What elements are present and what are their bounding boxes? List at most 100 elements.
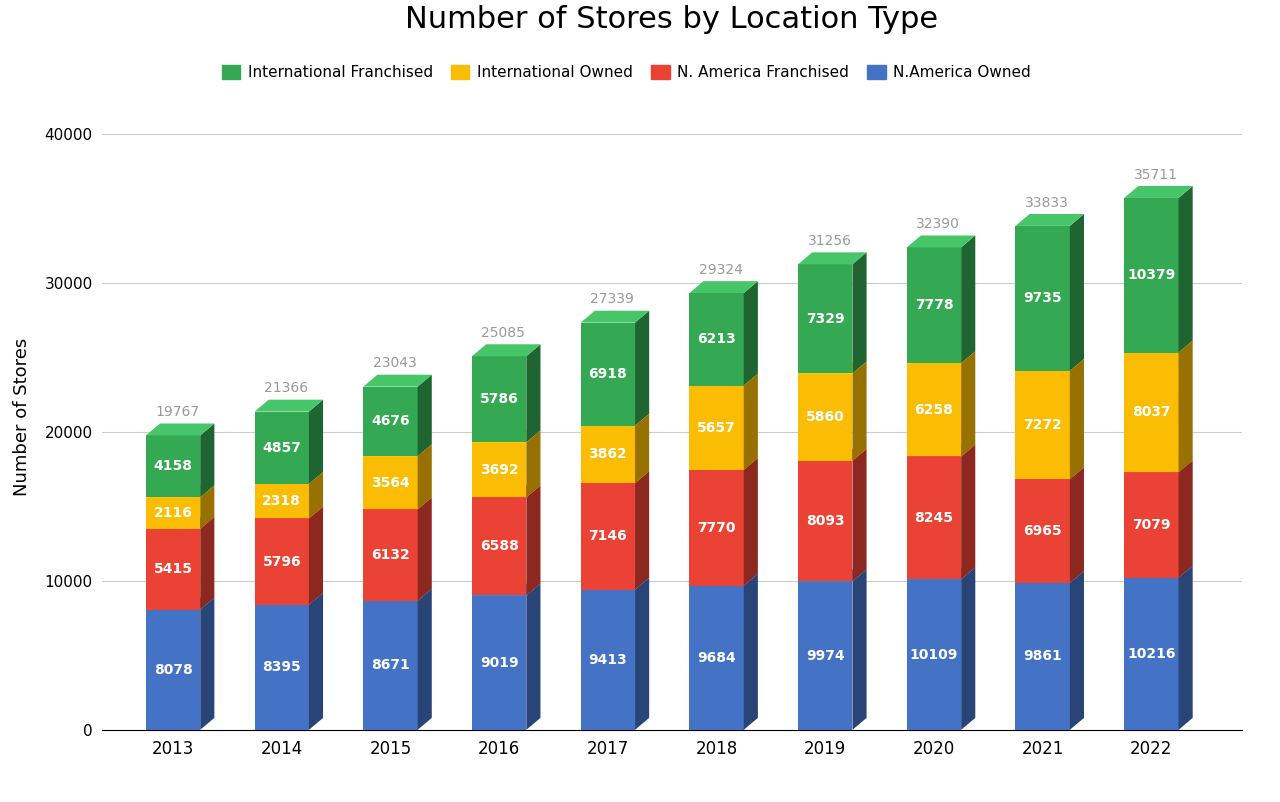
Text: 9861: 9861 <box>1023 650 1062 663</box>
Text: 29324: 29324 <box>699 263 742 277</box>
Polygon shape <box>1015 468 1084 480</box>
Bar <box>472 497 526 596</box>
Text: 31256: 31256 <box>808 234 851 248</box>
Polygon shape <box>744 282 758 386</box>
Polygon shape <box>799 449 867 460</box>
Text: 5657: 5657 <box>698 421 736 435</box>
Bar <box>690 470 744 585</box>
Polygon shape <box>1015 214 1084 226</box>
Bar <box>581 322 635 426</box>
Polygon shape <box>1179 565 1193 730</box>
Polygon shape <box>1070 359 1084 480</box>
Text: 2318: 2318 <box>262 494 301 508</box>
Bar <box>690 293 744 386</box>
Polygon shape <box>581 414 649 426</box>
Polygon shape <box>417 444 431 509</box>
Bar <box>472 443 526 497</box>
Bar <box>1124 353 1179 472</box>
Text: 5860: 5860 <box>806 410 845 424</box>
Polygon shape <box>146 485 214 497</box>
Bar <box>255 605 308 730</box>
Text: 23043: 23043 <box>372 356 416 371</box>
Bar <box>799 265 852 374</box>
Bar <box>472 596 526 730</box>
Text: 7272: 7272 <box>1023 418 1062 432</box>
Bar <box>255 518 308 605</box>
Bar <box>581 483 635 589</box>
Polygon shape <box>417 375 431 456</box>
Polygon shape <box>1015 571 1084 583</box>
Polygon shape <box>581 472 649 483</box>
Polygon shape <box>581 577 649 589</box>
Text: 5796: 5796 <box>262 555 301 569</box>
Bar <box>906 579 961 730</box>
Text: 3692: 3692 <box>480 463 518 477</box>
Text: 6132: 6132 <box>371 548 410 562</box>
Legend: International Franchised, International Owned, N. America Franchised, N.America : International Franchised, International … <box>215 59 1037 86</box>
Text: 6588: 6588 <box>480 540 518 553</box>
Polygon shape <box>308 399 323 484</box>
Polygon shape <box>472 584 540 596</box>
Bar <box>1124 472 1179 577</box>
Bar <box>690 386 744 470</box>
Polygon shape <box>1179 341 1193 472</box>
Bar <box>906 363 961 456</box>
Polygon shape <box>255 593 323 605</box>
Text: 4857: 4857 <box>262 441 301 455</box>
Bar <box>364 509 417 601</box>
Polygon shape <box>1124 565 1193 577</box>
Bar <box>799 374 852 460</box>
Bar <box>1015 480 1070 583</box>
Polygon shape <box>526 431 540 497</box>
Polygon shape <box>635 577 649 730</box>
Polygon shape <box>690 374 758 386</box>
Polygon shape <box>906 444 975 456</box>
Polygon shape <box>1070 214 1084 371</box>
Bar <box>799 460 852 581</box>
Polygon shape <box>852 449 867 581</box>
Polygon shape <box>1124 186 1193 198</box>
Polygon shape <box>200 517 214 610</box>
Text: 2116: 2116 <box>154 506 192 520</box>
Polygon shape <box>906 567 975 579</box>
Text: 8078: 8078 <box>154 662 192 677</box>
Polygon shape <box>961 567 975 730</box>
Polygon shape <box>581 310 649 322</box>
Bar <box>906 247 961 363</box>
Polygon shape <box>200 597 214 730</box>
Text: 5415: 5415 <box>154 562 192 576</box>
Polygon shape <box>852 362 867 460</box>
Polygon shape <box>526 584 540 730</box>
Text: 3862: 3862 <box>589 448 627 461</box>
Text: 5786: 5786 <box>480 392 518 407</box>
Bar <box>364 387 417 456</box>
Polygon shape <box>690 573 758 585</box>
Bar <box>364 601 417 730</box>
Text: 3564: 3564 <box>371 476 410 490</box>
Polygon shape <box>308 593 323 730</box>
Polygon shape <box>146 597 214 610</box>
Text: 6258: 6258 <box>914 403 954 417</box>
Polygon shape <box>744 458 758 585</box>
Text: 35711: 35711 <box>1134 168 1178 181</box>
Polygon shape <box>799 569 867 581</box>
Text: 9735: 9735 <box>1024 291 1062 306</box>
Polygon shape <box>417 589 431 730</box>
Polygon shape <box>472 485 540 497</box>
Title: Number of Stores by Location Type: Number of Stores by Location Type <box>406 5 938 34</box>
Polygon shape <box>799 253 867 265</box>
Text: 7778: 7778 <box>915 298 954 312</box>
Text: 9019: 9019 <box>480 656 518 670</box>
Bar <box>1015 583 1070 730</box>
Polygon shape <box>690 282 758 293</box>
Polygon shape <box>526 485 540 596</box>
Polygon shape <box>364 497 431 509</box>
Text: 10216: 10216 <box>1128 646 1175 661</box>
Bar <box>146 435 200 497</box>
Polygon shape <box>364 375 431 387</box>
Polygon shape <box>526 344 540 443</box>
Text: 10379: 10379 <box>1128 268 1175 282</box>
Text: 8395: 8395 <box>262 660 301 674</box>
Bar <box>146 497 200 529</box>
Text: 6213: 6213 <box>698 332 736 346</box>
